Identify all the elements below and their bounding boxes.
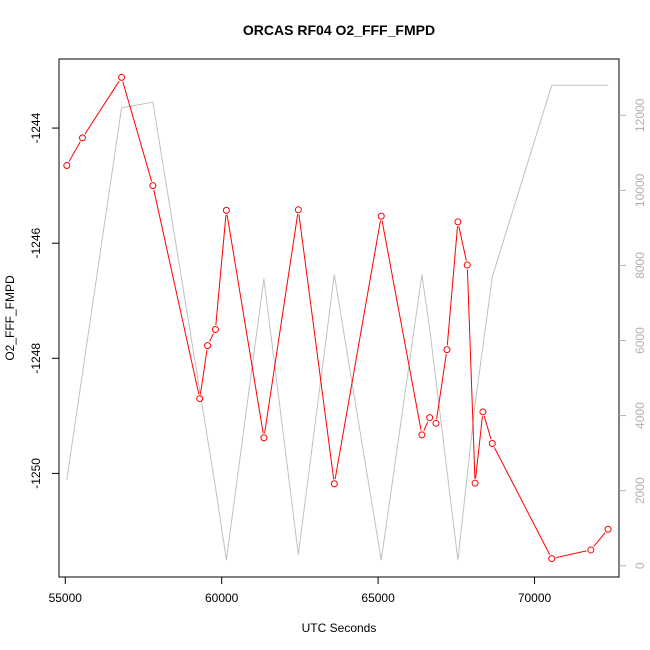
data-point xyxy=(149,182,157,190)
series-segment xyxy=(199,350,208,395)
data-point xyxy=(211,326,219,334)
series-segment xyxy=(423,421,429,431)
data-point xyxy=(548,555,556,563)
plot-frame xyxy=(58,58,620,578)
x-tick-label: 70000 xyxy=(518,591,552,605)
series-line-secondary xyxy=(66,84,609,561)
data-point xyxy=(604,525,612,533)
series-segment xyxy=(209,333,214,342)
y2-tick-label: 12000 xyxy=(633,98,647,132)
series-segment xyxy=(84,80,120,135)
series-segment xyxy=(215,214,227,326)
data-point xyxy=(488,439,496,447)
data-point xyxy=(587,546,595,554)
data-point xyxy=(294,206,302,214)
x-tick-label: 60000 xyxy=(205,591,239,605)
data-point xyxy=(260,434,268,442)
y-tick-label: -1248 xyxy=(29,343,43,374)
series-segment xyxy=(446,226,458,346)
series-segment xyxy=(436,354,447,419)
y2-tick-label: 4000 xyxy=(633,402,647,429)
data-point xyxy=(196,395,204,403)
x-axis-label: UTC Seconds xyxy=(302,621,377,635)
series-segment xyxy=(593,532,606,547)
data-point xyxy=(426,414,434,422)
y2-tick-label: 0 xyxy=(633,562,647,569)
data-point xyxy=(118,73,126,81)
y2-tick-label: 10000 xyxy=(633,173,647,207)
x-axis: 55000 60000 65000 70000 xyxy=(49,577,552,605)
y2-tick-label: 6000 xyxy=(633,327,647,354)
data-point xyxy=(330,480,338,488)
series-segment xyxy=(475,416,483,479)
y-axis-right: 0 2000 4000 6000 8000 10000 12000 xyxy=(619,98,647,569)
data-point xyxy=(432,419,440,427)
series-segment xyxy=(264,214,299,434)
series-segment xyxy=(298,214,335,480)
series-segment xyxy=(493,447,551,555)
x-tick-label: 65000 xyxy=(361,591,395,605)
y2-tick-label: 2000 xyxy=(633,477,647,504)
series-segment xyxy=(226,214,264,434)
series-segment xyxy=(334,220,381,480)
data-point xyxy=(443,346,451,354)
x-tick-label: 55000 xyxy=(49,591,83,605)
series-segment xyxy=(122,81,153,182)
chart-title: ORCAS RF04 O2_FFF_FMPD xyxy=(243,22,435,38)
data-point xyxy=(377,212,385,220)
series-segment xyxy=(68,141,81,162)
y2-tick-label: 8000 xyxy=(633,252,647,279)
y-tick-label: -1250 xyxy=(29,458,43,489)
series-segment xyxy=(381,220,422,431)
series-layer xyxy=(63,73,612,563)
series-segment xyxy=(153,189,200,395)
data-point xyxy=(418,431,426,439)
data-point xyxy=(222,206,230,214)
data-point xyxy=(479,408,487,416)
y-tick-label: -1244 xyxy=(29,112,43,143)
y-axis-left: -1250 -1248 -1246 -1244 xyxy=(29,112,59,489)
series-segment xyxy=(483,415,492,440)
data-point xyxy=(63,161,71,169)
data-point xyxy=(471,479,479,487)
y-tick-label: -1246 xyxy=(29,228,43,259)
series-segment xyxy=(466,269,476,479)
data-point xyxy=(204,342,212,350)
data-point xyxy=(78,134,86,142)
series-segment xyxy=(458,226,467,261)
data-point xyxy=(454,218,462,226)
y-axis-label: O2_FFF_FMPD xyxy=(3,275,17,361)
series-segment xyxy=(556,550,587,559)
data-point xyxy=(463,261,471,269)
